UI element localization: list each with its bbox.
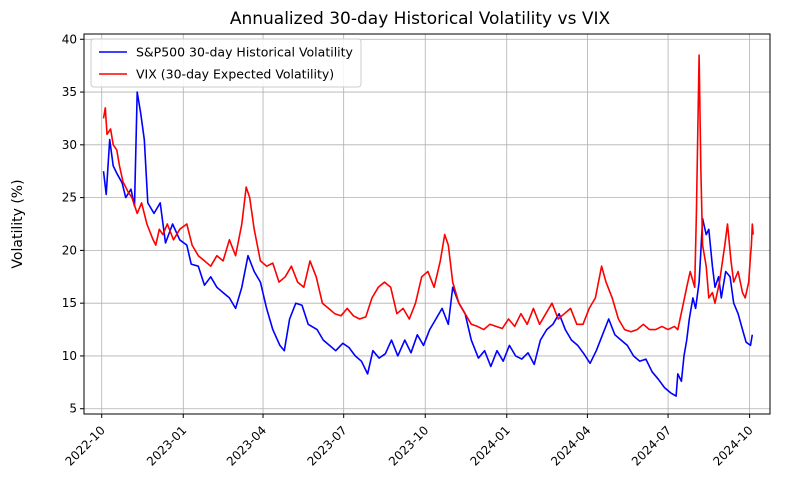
x-tick-label: 2023-01: [144, 423, 189, 468]
y-axis: 5 10 15 20 25 30 35 40: [62, 32, 84, 416]
x-axis: 2022-10 2023-01 2023-04 2023-07 2023-10 2024-…: [62, 414, 756, 469]
x-tick-label: 2024-01: [468, 423, 513, 468]
y-tick-label: 35: [62, 85, 77, 99]
y-tick-label: 5: [69, 402, 77, 416]
y-tick-label: 30: [62, 138, 77, 152]
legend-label: VIX (30-day Expected Volatility): [136, 67, 334, 82]
y-tick-label: 15: [62, 296, 77, 310]
y-tick-label: 25: [62, 191, 77, 205]
series-line-vix: [102, 54, 754, 333]
legend: S&P500 30-day Historical Volatility VIX (…: [90, 38, 362, 88]
series-layer: [102, 54, 754, 397]
x-tick-label: 2022-10: [62, 423, 107, 468]
chart-title: Annualized 30-day Historical Volatility …: [230, 9, 611, 29]
x-tick-label: 2024-10: [710, 423, 755, 468]
legend-label: S&P500 30-day Historical Volatility: [136, 45, 354, 60]
y-tick-label: 40: [62, 32, 77, 46]
legend-box: [90, 38, 362, 88]
x-tick-label: 2023-10: [386, 423, 431, 468]
y-axis-label: Volatility (%): [10, 179, 26, 268]
series-line-sp500-hv: [102, 91, 754, 397]
x-tick-label: 2023-04: [224, 423, 269, 468]
plot-frame: [83, 33, 771, 415]
x-tick-label: 2024-04: [548, 423, 593, 468]
y-tick-label: 20: [62, 243, 77, 257]
x-tick-label: 2023-07: [304, 423, 349, 468]
x-tick-label: 2024-07: [629, 423, 674, 468]
y-tick-label: 10: [62, 349, 77, 363]
